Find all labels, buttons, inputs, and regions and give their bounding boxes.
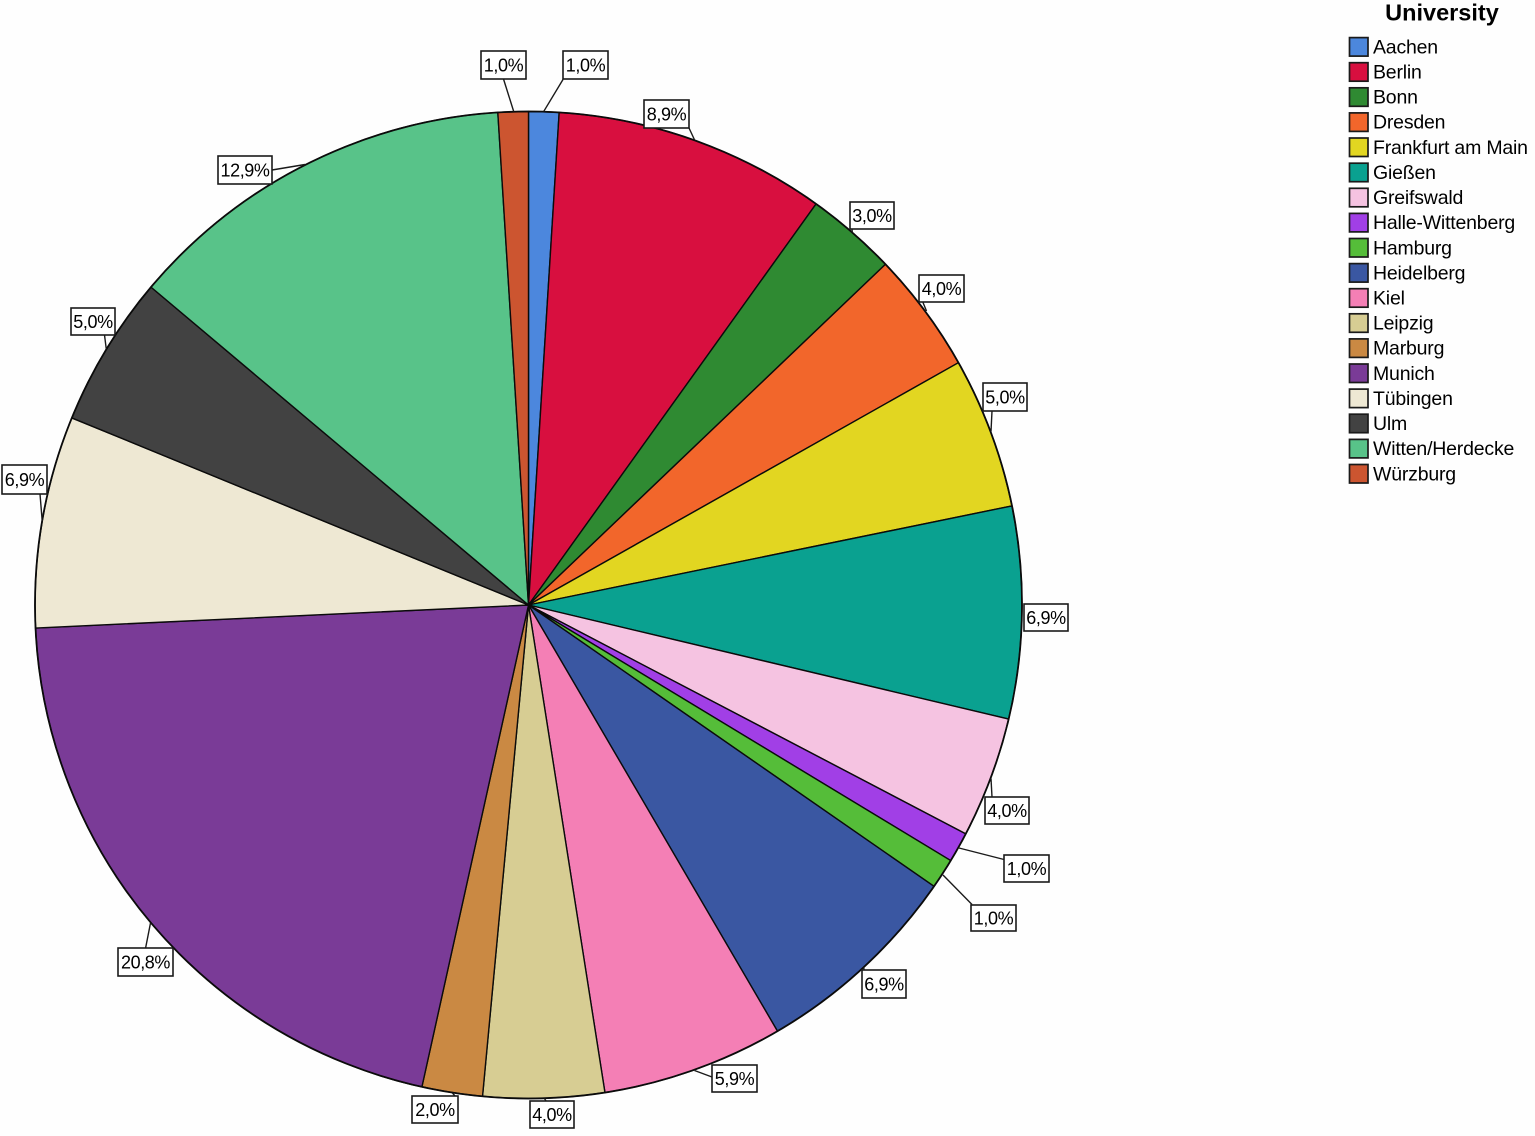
svg-text:5,0%: 5,0% <box>73 312 113 332</box>
svg-text:Bonn: Bonn <box>1373 87 1418 109</box>
svg-text:5,0%: 5,0% <box>985 387 1025 407</box>
svg-text:Witten/Herdecke: Witten/Herdecke <box>1373 438 1514 460</box>
svg-text:Marburg: Marburg <box>1373 338 1444 360</box>
svg-text:Heidelberg: Heidelberg <box>1373 262 1465 284</box>
svg-text:6,9%: 6,9% <box>5 470 45 490</box>
svg-text:6,9%: 6,9% <box>1026 608 1066 628</box>
svg-text:8,9%: 8,9% <box>647 104 687 124</box>
svg-text:5,9%: 5,9% <box>715 1069 755 1089</box>
svg-text:Frankfurt am Main: Frankfurt am Main <box>1373 137 1528 159</box>
svg-text:4,0%: 4,0% <box>532 1105 572 1125</box>
svg-text:1,0%: 1,0% <box>974 908 1014 928</box>
svg-text:4,0%: 4,0% <box>987 801 1027 821</box>
svg-text:4,0%: 4,0% <box>922 279 962 299</box>
svg-text:1,0%: 1,0% <box>566 55 606 75</box>
svg-text:Würzburg: Würzburg <box>1373 463 1456 485</box>
svg-text:Dresden: Dresden <box>1373 112 1445 134</box>
svg-text:6,9%: 6,9% <box>864 974 904 994</box>
svg-text:Leipzig: Leipzig <box>1373 313 1433 335</box>
svg-text:Berlin: Berlin <box>1373 62 1422 84</box>
svg-text:Munich: Munich <box>1373 363 1435 385</box>
svg-text:Tübingen: Tübingen <box>1373 388 1453 410</box>
svg-text:University: University <box>1385 0 1499 26</box>
svg-text:Gießen: Gießen <box>1373 162 1436 184</box>
svg-text:3,0%: 3,0% <box>852 206 892 226</box>
svg-text:Hamburg: Hamburg <box>1373 237 1452 259</box>
svg-text:12,9%: 12,9% <box>220 160 269 180</box>
svg-text:20,8%: 20,8% <box>121 952 170 972</box>
svg-text:2,0%: 2,0% <box>415 1100 455 1120</box>
svg-text:1,0%: 1,0% <box>484 55 524 75</box>
svg-text:Ulm: Ulm <box>1373 413 1407 435</box>
svg-text:Aachen: Aachen <box>1373 36 1438 58</box>
svg-text:Greifswald: Greifswald <box>1373 187 1463 209</box>
svg-text:Kiel: Kiel <box>1373 288 1405 310</box>
svg-text:1,0%: 1,0% <box>1007 859 1047 879</box>
svg-text:Halle-Wittenberg: Halle-Wittenberg <box>1373 212 1515 234</box>
